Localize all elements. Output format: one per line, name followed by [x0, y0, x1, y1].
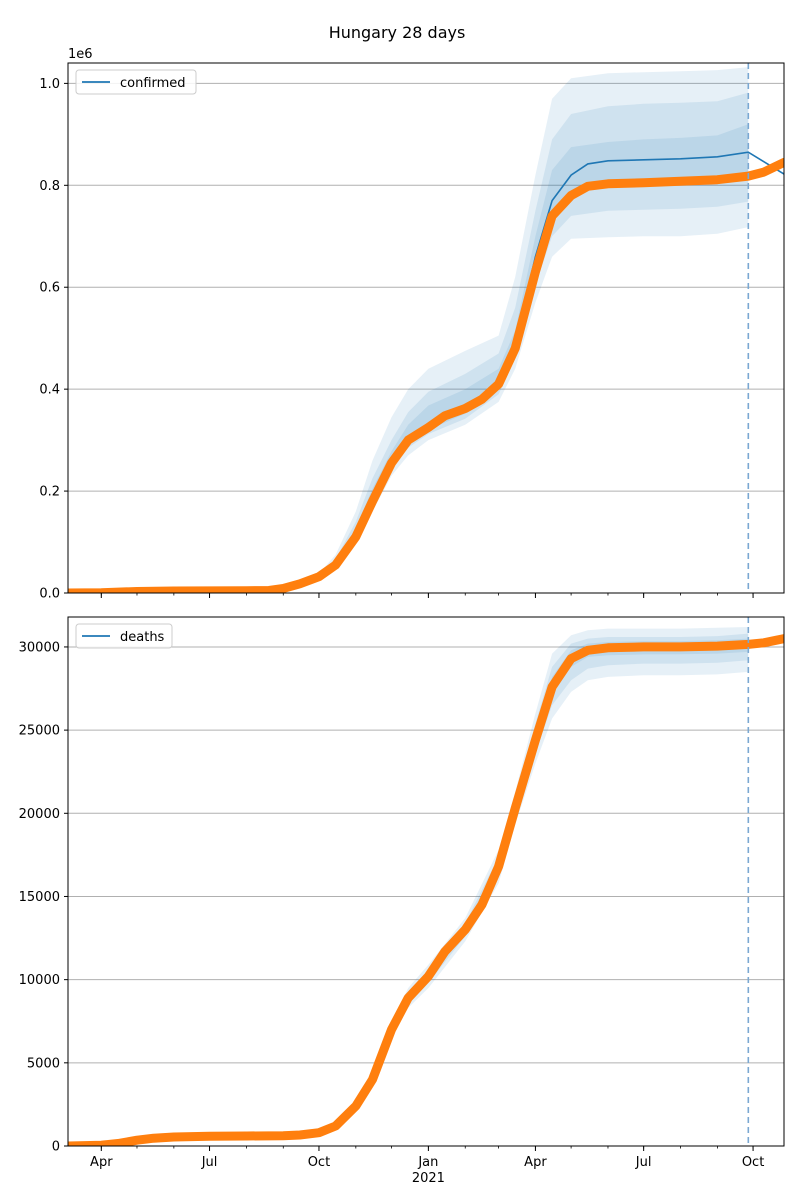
x-tick-label: Oct: [742, 1155, 764, 1170]
y-tick-label: 0.8: [39, 179, 60, 194]
uncertainty-band: [391, 627, 749, 1038]
y-tick-label: 30000: [19, 640, 60, 655]
y-tick-label: 0.0: [39, 587, 60, 602]
y-tick-label: 25000: [19, 724, 60, 739]
axes-frame: [67, 616, 785, 1147]
x-tick-label: Jan: [417, 1155, 438, 1170]
legend-box: [75, 623, 173, 649]
x-axis-labels: Apr Jul Oct Jan Apr Jul Oct 2021: [90, 1155, 764, 1186]
y-tick-label: 10000: [19, 973, 60, 988]
y-tick-label: 5000: [27, 1056, 60, 1071]
y-tick-label: 20000: [19, 807, 60, 822]
y-tick-label: 0: [52, 1140, 60, 1155]
y-tick-label: 0.6: [39, 281, 60, 296]
uncertainty-band: [391, 638, 749, 1032]
observed-line: [68, 634, 784, 1146]
legend-label: confirmed: [120, 76, 186, 91]
uncertainty-band: [299, 124, 749, 585]
uncertainty-band: [391, 633, 749, 1035]
x-year-label: 2021: [412, 1171, 445, 1186]
y-offset-label: 1e6: [68, 47, 93, 62]
x-tick-label: Oct: [308, 1155, 330, 1170]
x-tick-label: Jul: [201, 1155, 218, 1170]
plot-area: [68, 617, 784, 1146]
x-tick-label: Apr: [524, 1155, 547, 1170]
y-tick-label: 0.4: [39, 383, 60, 398]
legend-box: [75, 69, 197, 95]
y-tick-label: 15000: [19, 890, 60, 905]
x-tick-label: Jul: [635, 1155, 652, 1170]
deaths-panel: 0 5000 10000 15000 20000 25000 30000 deaths: [19, 616, 785, 1155]
axes-frame: [67, 62, 785, 594]
confirmed-panel: 0.0 0.2 0.4 0.6 0.8 1.0 1e6 confirmed: [39, 47, 785, 602]
uncertainty-band: [299, 92, 749, 585]
legend-label: deaths: [120, 630, 165, 645]
plot-area: [68, 63, 784, 593]
y-tick-label: 0.2: [39, 485, 60, 500]
observed-line: [68, 157, 784, 593]
y-tick-label: 1.0: [39, 77, 60, 92]
chart-title: Hungary 28 days: [329, 23, 466, 42]
x-tick-label: Apr: [90, 1155, 113, 1170]
